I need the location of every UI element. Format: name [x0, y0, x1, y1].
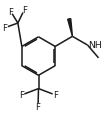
Text: NH: NH	[88, 41, 102, 50]
Text: F: F	[53, 91, 58, 100]
Text: F: F	[8, 8, 13, 17]
Text: F: F	[19, 91, 24, 100]
Polygon shape	[68, 19, 72, 37]
Text: F: F	[22, 6, 27, 15]
Text: F: F	[3, 24, 8, 33]
Text: F: F	[36, 102, 41, 111]
